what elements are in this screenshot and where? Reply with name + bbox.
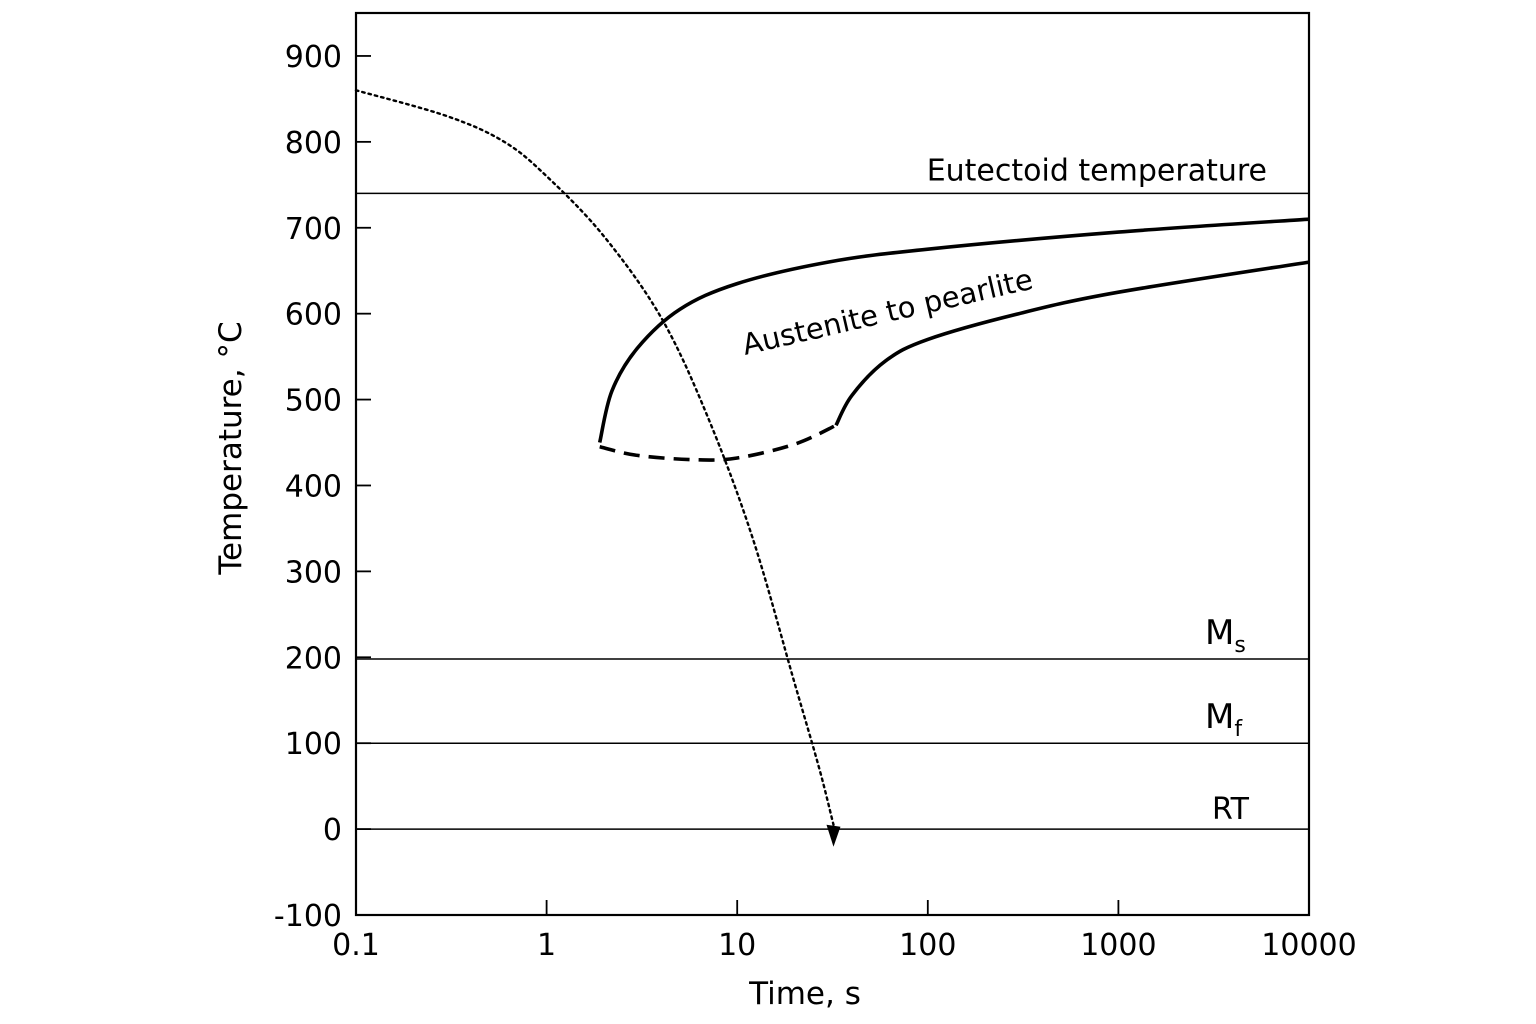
y-tick-label: 300: [285, 555, 342, 590]
x-tick-label: 10: [718, 928, 756, 963]
y-tick-label: 600: [285, 298, 342, 333]
cooling-curve: [354, 89, 835, 826]
ms-mf-label: Ms: [1205, 613, 1246, 658]
y-tick-label: 800: [285, 126, 342, 161]
eutectoid-label: Eutectoid temperature: [927, 153, 1267, 188]
y-tick-label: 0: [323, 813, 342, 848]
y-tick-label: 100: [285, 727, 342, 762]
arrowhead: [826, 824, 841, 847]
start-curve: [597, 217, 1310, 443]
y-tick-label: 900: [285, 40, 342, 75]
y-tick-label: 200: [285, 641, 342, 676]
transformation-curves: [597, 217, 1310, 462]
rt-label: RT: [1212, 792, 1250, 827]
x-tick-label: 10000: [1261, 928, 1356, 963]
label-main: M: [1205, 697, 1234, 737]
y-tick-label: 700: [285, 212, 342, 247]
plot-frame: [354, 11, 1311, 917]
y-tick-label: 400: [285, 469, 342, 504]
x-tick-label: 1: [537, 928, 556, 963]
ms-mf-label: Mf: [1205, 697, 1243, 742]
y-tick-label: -100: [274, 899, 342, 934]
cooling-curve-group: [354, 89, 841, 847]
x-tick-label: 100: [899, 928, 956, 963]
label-subscript: s: [1234, 633, 1245, 658]
x-tick-label: 1000: [1080, 928, 1156, 963]
label-subscript: f: [1234, 717, 1243, 742]
y-axis-title: Temperature, °C: [213, 321, 249, 575]
x-tick-label: 0.1: [332, 928, 380, 963]
nose-boundary-dashed: [599, 423, 837, 462]
x-axis-title: Time, s: [748, 976, 861, 1012]
annotations: Austenite to pearlite: [739, 262, 1036, 362]
label-main: M: [1205, 613, 1234, 653]
austenite-pearlite-label: Austenite to pearlite: [739, 262, 1036, 362]
axes: -100 0 100 200 300 400 500 600 700 800 900 0.1 1 10 10…: [274, 11, 1357, 963]
y-tick-label: 500: [285, 384, 342, 419]
finish-curve: [834, 260, 1310, 427]
